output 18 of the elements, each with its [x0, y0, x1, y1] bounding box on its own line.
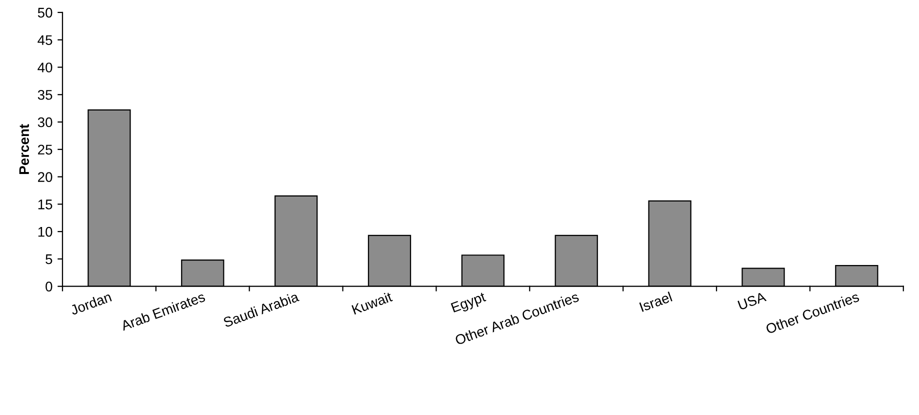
- x-tick-label: Egypt: [450, 292, 488, 316]
- y-tick-label: 50: [38, 8, 52, 18]
- x-tick-label: Jordan: [70, 292, 112, 316]
- x-tick-label: Kuwait: [351, 291, 393, 315]
- y-tick-label: 45: [38, 35, 52, 46]
- y-tick-label: 25: [38, 144, 52, 155]
- y-tick-label: 10: [38, 226, 52, 237]
- x-tick-label: Israel: [639, 292, 672, 312]
- x-tick-label: USA: [738, 292, 767, 310]
- y-tick-label: 5: [46, 254, 52, 264]
- y-axis-title: Percent: [19, 124, 30, 174]
- y-tick-label: 0: [46, 282, 52, 292]
- y-tick-label: 30: [38, 117, 52, 128]
- y-tick-label: 15: [38, 200, 52, 210]
- y-tick-label: 35: [38, 90, 52, 100]
- y-tick-label: 40: [38, 62, 52, 72]
- y-tick-label: 20: [38, 172, 52, 182]
- x-tick-label: Saudi Arabia: [222, 291, 300, 328]
